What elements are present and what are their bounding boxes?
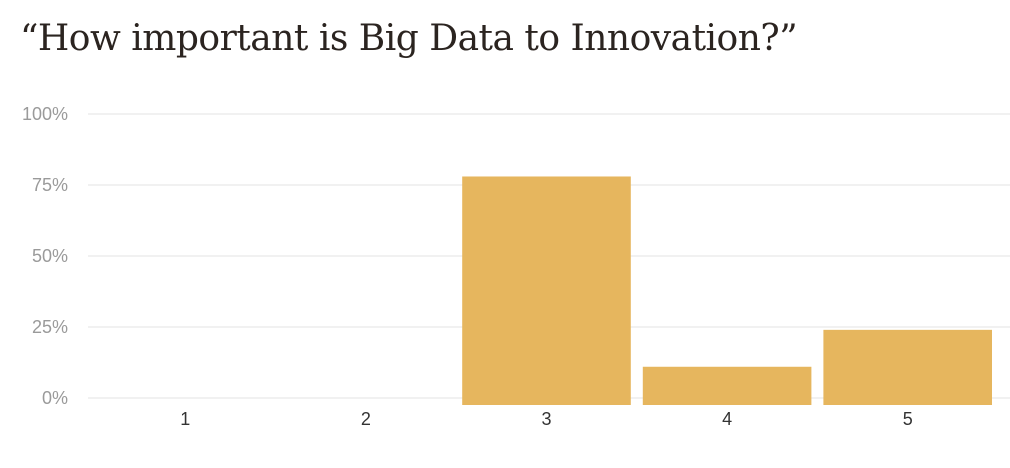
y-axis-ticks: 0% 25% 50% 75% 100%: [22, 104, 68, 408]
y-tick-label: 50%: [32, 246, 68, 266]
y-tick-label: 25%: [32, 317, 68, 337]
bar-4: [642, 366, 812, 405]
x-axis-ticks: 1 2 3 4 5: [180, 409, 912, 429]
y-tick-label: 100%: [22, 104, 68, 124]
x-tick-label: 1: [180, 409, 190, 429]
bar-5: [823, 329, 992, 405]
chart-title: “How important is Big Data to Innovation…: [20, 18, 798, 59]
x-tick-label: 3: [541, 409, 551, 429]
x-tick-label: 2: [361, 409, 371, 429]
y-tick-label: 75%: [32, 175, 68, 195]
y-tick-label: 0%: [42, 388, 68, 408]
x-tick-label: 5: [903, 409, 913, 429]
x-tick-label: 4: [722, 409, 732, 429]
bars: [462, 176, 992, 405]
bar-3: [462, 176, 631, 405]
